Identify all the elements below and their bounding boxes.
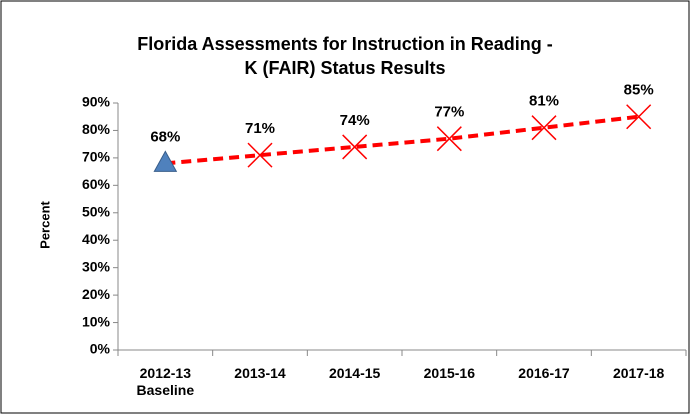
y-tick-label: 60% bbox=[82, 176, 111, 192]
marker bbox=[436, 126, 462, 152]
marker bbox=[626, 104, 652, 130]
data-label: 85% bbox=[624, 82, 654, 99]
data-label: 74% bbox=[340, 112, 370, 129]
data-label: 71% bbox=[245, 120, 275, 137]
data-label: 77% bbox=[434, 104, 464, 121]
marker bbox=[247, 142, 273, 168]
y-tick-label: 90% bbox=[82, 94, 111, 110]
y-tick-label: 70% bbox=[82, 149, 111, 165]
y-tick-label: 80% bbox=[82, 121, 111, 137]
marker bbox=[153, 150, 178, 172]
y-axis-title: Percent bbox=[37, 200, 52, 248]
x-tick-label: 2015-16 bbox=[423, 365, 476, 381]
chart-title: Florida Assessments for Instruction in R… bbox=[137, 34, 552, 54]
x-tick-label: 2012-13 Baseline bbox=[136, 365, 195, 398]
marker bbox=[342, 134, 368, 160]
x-tick-label: 2013-14 bbox=[234, 365, 286, 381]
data-label: 81% bbox=[529, 93, 559, 110]
x-tick-label: 2014-15 bbox=[328, 365, 381, 381]
y-tick-label: 40% bbox=[82, 231, 111, 247]
y-tick-label: 50% bbox=[82, 203, 111, 219]
y-tick-label: 10% bbox=[82, 313, 111, 329]
marker bbox=[531, 115, 557, 141]
y-tick-label: 30% bbox=[82, 258, 111, 274]
data-label: 68% bbox=[150, 128, 180, 145]
x-tick-label: 2017-18 bbox=[612, 365, 665, 381]
x-tick-label: 2016-17 bbox=[518, 365, 570, 381]
y-tick-label: 20% bbox=[82, 286, 111, 302]
y-tick-label: 0% bbox=[90, 341, 111, 357]
chart-subtitle: K (FAIR) Status Results bbox=[244, 58, 445, 78]
